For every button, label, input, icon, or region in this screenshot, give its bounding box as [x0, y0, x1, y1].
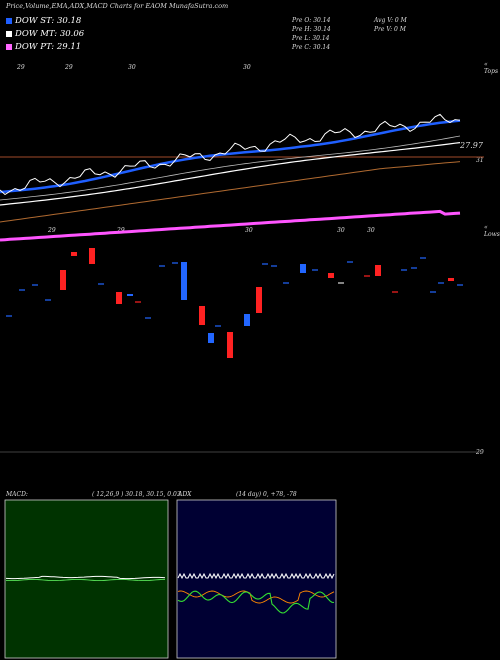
legend-dow-st: DOW ST: 30.18: [6, 16, 81, 26]
avg-volume: Avg V: 0 M: [374, 17, 407, 24]
candle-date-tick: 29: [48, 227, 56, 234]
side-label: 31: [476, 157, 484, 164]
pre-high: Pre H: 30.14: [292, 26, 331, 33]
pre-low: Pre L: 30.14: [292, 35, 330, 42]
candle-body: [227, 332, 233, 358]
pre-volume: Pre V: 0 M: [374, 26, 406, 33]
candle-body: [199, 306, 205, 325]
macd-panel: [4, 499, 169, 659]
macd-background: [4, 499, 169, 659]
candle-body: [181, 262, 187, 300]
candle-body: [375, 265, 381, 276]
price-date-tick: 29: [65, 64, 73, 71]
candle-body: [89, 248, 95, 264]
price-date-tick: 29: [17, 64, 25, 71]
candle-body: [71, 252, 77, 256]
candle-body: [256, 287, 262, 313]
adx-panel: [176, 499, 337, 659]
legend-dow-mt: DOW MT: 30.06: [6, 29, 84, 39]
candle-body: [116, 292, 122, 304]
level-label: 27.97: [460, 141, 483, 150]
candle-body: [328, 273, 334, 278]
candle-date-tick: 30: [337, 227, 345, 234]
dow-mt-line: [0, 142, 461, 206]
ema-mid-line: [0, 135, 461, 201]
ema-long-line: [0, 161, 461, 223]
candle-date-tick: 30: [367, 227, 375, 234]
candle-body: [208, 333, 214, 343]
bottom-label: 29: [476, 449, 484, 456]
price-panel: [0, 156, 484, 453]
tops-tag: « Tops: [484, 61, 499, 75]
price-date-tick: 30: [243, 64, 251, 71]
adx-background: [176, 499, 337, 659]
dow-st-line: [0, 119, 461, 194]
candle-date-tick: 30: [245, 227, 253, 234]
candle-body: [244, 314, 250, 326]
candle-body: [448, 278, 454, 281]
chart-title: Price,Volume,EMA,ADX,MACD Charts for EAO…: [6, 2, 229, 10]
macd-label: MACD:: [6, 491, 28, 498]
legend-dow-pt: DOW PT: 29.11: [6, 42, 81, 52]
macd-params: ( 12,26,9 ) 30.18, 30.15, 0.03: [92, 491, 181, 498]
pre-open: Pre O: 30.14: [292, 17, 331, 24]
candle-body: [300, 264, 306, 273]
candle-body: [127, 294, 133, 296]
adx-params: (14 day) 0, +78, -78: [236, 491, 297, 498]
lows-tag: « Lows: [484, 224, 500, 238]
price-date-tick: 30: [128, 64, 136, 71]
candle-body: [60, 270, 66, 290]
candle-date-tick: 29: [117, 227, 125, 234]
price-line: [0, 113, 461, 196]
pre-close: Pre C: 30.14: [292, 44, 331, 51]
adx-label: ADX: [178, 491, 192, 498]
dow-pt-line: [0, 209, 461, 242]
